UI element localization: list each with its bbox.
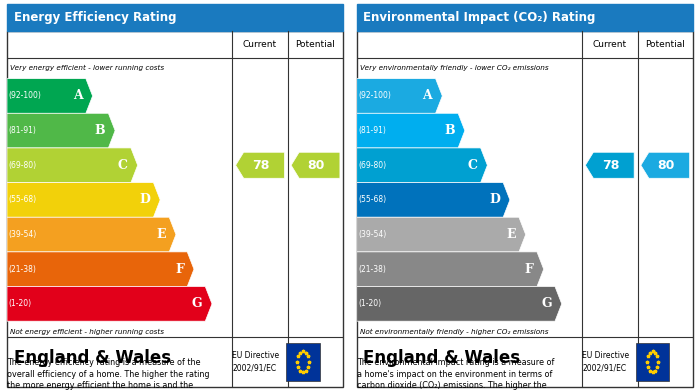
Text: 80: 80 [307, 159, 325, 172]
Text: G: G [541, 298, 552, 310]
Text: (69-80): (69-80) [358, 161, 386, 170]
Text: (1-20): (1-20) [8, 300, 32, 308]
Polygon shape [7, 217, 176, 252]
Text: England & Wales: England & Wales [363, 349, 521, 367]
Text: EU Directive
2002/91/EC: EU Directive 2002/91/EC [232, 352, 279, 372]
Text: Very environmentally friendly - lower CO₂ emissions: Very environmentally friendly - lower CO… [360, 65, 549, 71]
Text: (81-91): (81-91) [358, 126, 386, 135]
Bar [357, 4, 693, 32]
Polygon shape [7, 113, 115, 148]
Polygon shape [7, 252, 194, 287]
Text: 78: 78 [602, 159, 620, 172]
Text: (39-54): (39-54) [8, 230, 37, 239]
Polygon shape [357, 148, 487, 183]
Text: Current: Current [243, 40, 277, 49]
Text: E: E [156, 228, 166, 241]
Text: 80: 80 [657, 159, 675, 172]
Text: Very energy efficient - lower running costs: Very energy efficient - lower running co… [10, 65, 164, 71]
Polygon shape [585, 152, 634, 178]
Text: G: G [191, 298, 202, 310]
Text: D: D [139, 194, 150, 206]
Bar [357, 337, 693, 387]
Text: Energy Efficiency Rating: Energy Efficiency Rating [14, 11, 176, 24]
Text: (55-68): (55-68) [8, 196, 37, 204]
Text: (1-20): (1-20) [358, 300, 382, 308]
Text: Environmental Impact (CO₂) Rating: Environmental Impact (CO₂) Rating [363, 11, 596, 24]
Text: F: F [525, 263, 533, 276]
Polygon shape [357, 287, 561, 321]
Bar [7, 32, 343, 57]
Text: (92-100): (92-100) [8, 91, 41, 100]
Text: D: D [489, 194, 500, 206]
Text: Not environmentally friendly - higher CO₂ emissions: Not environmentally friendly - higher CO… [360, 328, 549, 335]
Text: (21-38): (21-38) [358, 265, 386, 274]
Text: C: C [118, 159, 127, 172]
Polygon shape [7, 79, 92, 113]
Polygon shape [357, 183, 510, 217]
Bar [7, 4, 343, 32]
Text: (81-91): (81-91) [8, 126, 36, 135]
Text: Potential: Potential [295, 40, 335, 49]
Polygon shape [7, 148, 138, 183]
Text: The environmental impact rating is a measure of
a home's impact on the environme: The environmental impact rating is a mea… [357, 358, 554, 391]
Text: (92-100): (92-100) [358, 91, 391, 100]
Bar [7, 337, 343, 387]
Text: (39-54): (39-54) [358, 230, 386, 239]
Text: (55-68): (55-68) [358, 196, 386, 204]
Text: F: F [175, 263, 184, 276]
Text: The energy efficiency rating is a measure of the
overall efficiency of a home. T: The energy efficiency rating is a measur… [7, 358, 209, 391]
Text: E: E [506, 228, 516, 241]
Text: A: A [73, 90, 83, 102]
Text: (21-38): (21-38) [8, 265, 36, 274]
Polygon shape [236, 152, 284, 178]
Polygon shape [291, 152, 340, 178]
Polygon shape [357, 217, 526, 252]
Text: Potential: Potential [645, 40, 685, 49]
Polygon shape [7, 287, 212, 321]
Text: Current: Current [593, 40, 626, 49]
FancyBboxPatch shape [636, 343, 669, 381]
Text: A: A [423, 90, 432, 102]
Text: England & Wales: England & Wales [14, 349, 171, 367]
Polygon shape [357, 79, 442, 113]
Text: C: C [468, 159, 477, 172]
Polygon shape [7, 183, 160, 217]
Polygon shape [357, 252, 544, 287]
Polygon shape [641, 152, 690, 178]
Text: 78: 78 [252, 159, 270, 172]
Text: B: B [444, 124, 455, 137]
FancyBboxPatch shape [286, 343, 320, 381]
Text: B: B [94, 124, 105, 137]
Polygon shape [357, 113, 465, 148]
Text: Not energy efficient - higher running costs: Not energy efficient - higher running co… [10, 328, 164, 335]
Text: (69-80): (69-80) [8, 161, 37, 170]
Text: EU Directive
2002/91/EC: EU Directive 2002/91/EC [582, 352, 629, 372]
Bar [357, 32, 693, 57]
